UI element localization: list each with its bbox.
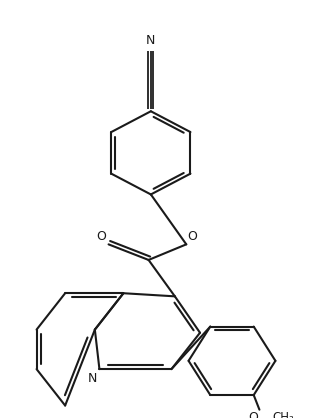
Text: N: N xyxy=(88,372,97,385)
Text: O: O xyxy=(248,411,258,418)
Text: O: O xyxy=(96,230,106,243)
Text: N: N xyxy=(146,34,156,47)
Text: O: O xyxy=(188,230,197,243)
Text: CH₃: CH₃ xyxy=(272,411,294,418)
